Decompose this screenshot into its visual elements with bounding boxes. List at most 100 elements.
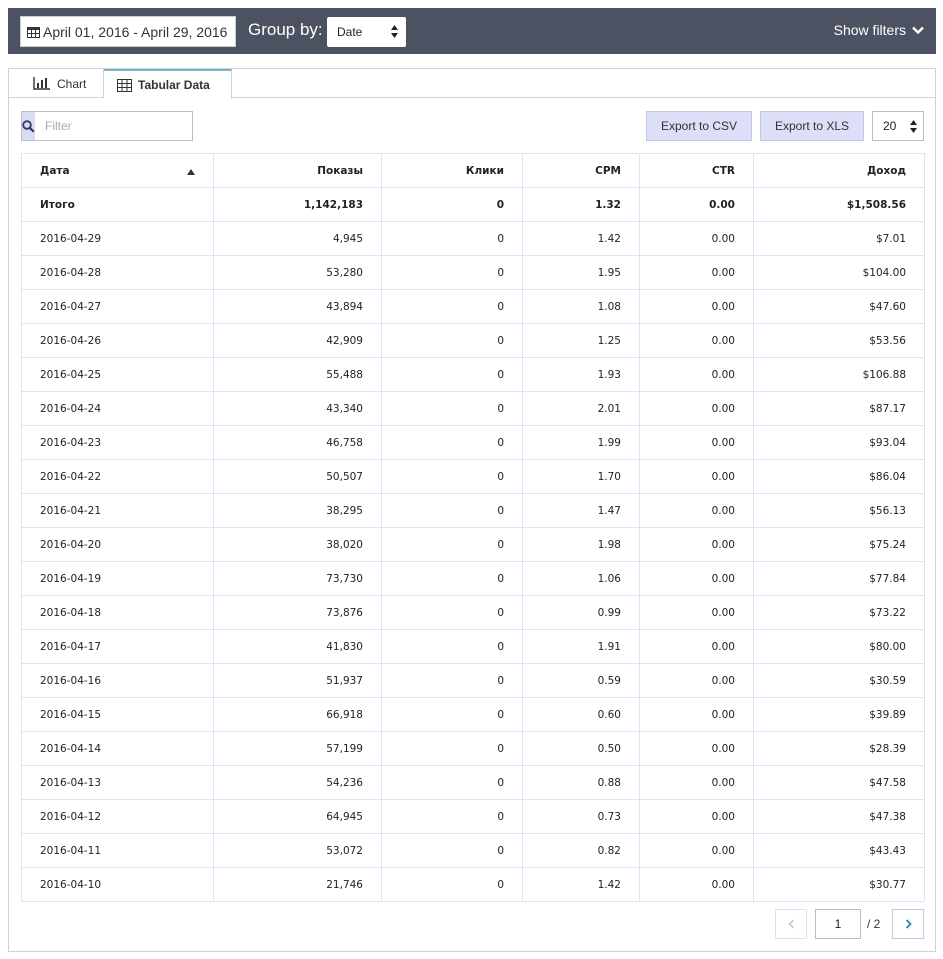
page-number-input[interactable]: 1: [815, 909, 861, 939]
table-cell: 1.42: [522, 867, 640, 902]
top-toolbar: April 01, 2016 - April 29, 2016 Group by…: [8, 8, 936, 54]
table-cell: 2016-04-13: [21, 765, 214, 800]
table-cell: 43,894: [213, 289, 382, 324]
table-cell: 64,945: [213, 799, 382, 834]
table-cell: 0: [381, 357, 523, 392]
column-header-revenue[interactable]: Доход: [753, 153, 925, 188]
table-cell: 0: [381, 731, 523, 766]
table-cell: 55,488: [213, 357, 382, 392]
table-cell: 0.00: [639, 289, 754, 324]
table-cell: 2016-04-10: [21, 867, 214, 902]
column-header-ctr[interactable]: CTR: [639, 153, 754, 188]
column-header-impressions[interactable]: Показы: [213, 153, 382, 188]
table-cell: 2.01: [522, 391, 640, 426]
table-cell: 21,746: [213, 867, 382, 902]
table-cell: 0.00: [639, 833, 754, 868]
table-row: 2016-04-21 38,295 0 1.47 0.00 $56.13: [21, 493, 925, 528]
table-cell: 1.08: [522, 289, 640, 324]
table-cell: 0.88: [522, 765, 640, 800]
table-cell: 46,758: [213, 425, 382, 460]
select-arrows-icon: [391, 25, 398, 38]
table-cell: 1.91: [522, 629, 640, 664]
filter-input[interactable]: [35, 112, 200, 140]
table-cell: 2016-04-20: [21, 527, 214, 562]
table-cell: 0.60: [522, 697, 640, 732]
table-cell: $56.13: [753, 493, 925, 528]
table-row: 2016-04-10 21,746 0 1.42 0.00 $30.77: [21, 867, 925, 902]
table-cell: 0: [381, 833, 523, 868]
table-cell: 0: [381, 663, 523, 698]
table-cell: $7.01: [753, 221, 925, 256]
tab-tabular-data[interactable]: Tabular Data: [104, 69, 232, 99]
column-header-date[interactable]: Дата: [21, 153, 214, 188]
table-row: 2016-04-27 43,894 0 1.08 0.00 $47.60: [21, 289, 925, 324]
search-icon[interactable]: [22, 112, 35, 140]
table-cell: 0: [381, 255, 523, 290]
table-cell: 50,507: [213, 459, 382, 494]
table-cell: 0: [381, 187, 523, 222]
table-cell: 0: [381, 629, 523, 664]
table-cell: 2016-04-19: [21, 561, 214, 596]
table-cell: 0: [381, 799, 523, 834]
table-cell: 0: [381, 493, 523, 528]
table-cell: 0: [381, 289, 523, 324]
date-range-text: April 01, 2016 - April 29, 2016: [43, 23, 228, 40]
table-cell: 0.00: [639, 697, 754, 732]
table-cell: 2016-04-16: [21, 663, 214, 698]
table-cell: 0.00: [639, 357, 754, 392]
table-row: 2016-04-11 53,072 0 0.82 0.00 $43.43: [21, 833, 925, 868]
table-cell: 57,199: [213, 731, 382, 766]
table-cell: 53,280: [213, 255, 382, 290]
table-row: 2016-04-22 50,507 0 1.70 0.00 $86.04: [21, 459, 925, 494]
table-cell: 2016-04-21: [21, 493, 214, 528]
table-cell: 73,876: [213, 595, 382, 630]
tab-chart[interactable]: Chart: [9, 69, 104, 98]
table-row: 2016-04-14 57,199 0 0.50 0.00 $28.39: [21, 731, 925, 766]
table-cell: 1.47: [522, 493, 640, 528]
table-cell: 0.00: [639, 221, 754, 256]
next-page-button[interactable]: [892, 909, 924, 939]
group-by-select[interactable]: Date: [327, 17, 406, 47]
table-cell: 0: [381, 595, 523, 630]
table-cell: 0: [381, 323, 523, 358]
table-cell: 0.00: [639, 629, 754, 664]
table-cell: 1.95: [522, 255, 640, 290]
table-cell: $47.38: [753, 799, 925, 834]
page-size-select[interactable]: 20: [872, 111, 924, 141]
table-cell: 0: [381, 425, 523, 460]
table-cell: 1.98: [522, 527, 640, 562]
table-cell: 1.32: [522, 187, 640, 222]
table-cell: 66,918: [213, 697, 382, 732]
table-row: 2016-04-13 54,236 0 0.88 0.00 $47.58: [21, 765, 925, 800]
export-xls-button[interactable]: Export to XLS: [760, 111, 864, 141]
column-header-cpm[interactable]: CPM: [522, 153, 640, 188]
bar-chart-icon: [33, 77, 50, 90]
table-row: 2016-04-24 43,340 0 2.01 0.00 $87.17: [21, 391, 925, 426]
table-cell: 2016-04-11: [21, 833, 214, 868]
table-cell: 43,340: [213, 391, 382, 426]
table-cell: 42,909: [213, 323, 382, 358]
table-cell: 2016-04-23: [21, 425, 214, 460]
table-cell: 0: [381, 697, 523, 732]
table-icon: [117, 78, 132, 92]
table-cell: 0.00: [639, 493, 754, 528]
table-cell: 38,295: [213, 493, 382, 528]
table-cell: 1,142,183: [213, 187, 382, 222]
table-row: 2016-04-16 51,937 0 0.59 0.00 $30.59: [21, 663, 925, 698]
table-cell: 2016-04-22: [21, 459, 214, 494]
table-cell: 2016-04-24: [21, 391, 214, 426]
table-cell: 1.70: [522, 459, 640, 494]
show-filters-toggle[interactable]: Show filters: [834, 22, 924, 38]
export-csv-button[interactable]: Export to CSV: [646, 111, 752, 141]
table-cell: 0: [381, 765, 523, 800]
date-range-picker[interactable]: April 01, 2016 - April 29, 2016: [20, 16, 236, 47]
page-size-value: 20: [883, 119, 897, 133]
table-cell: 4,945: [213, 221, 382, 256]
column-header-clicks[interactable]: Клики: [381, 153, 523, 188]
table-cell: $30.77: [753, 867, 925, 902]
table-cell: 0: [381, 459, 523, 494]
table-cell: 0.00: [639, 255, 754, 290]
table-cell: 0: [381, 527, 523, 562]
table-cell: $106.88: [753, 357, 925, 392]
previous-page-button[interactable]: [775, 909, 807, 939]
